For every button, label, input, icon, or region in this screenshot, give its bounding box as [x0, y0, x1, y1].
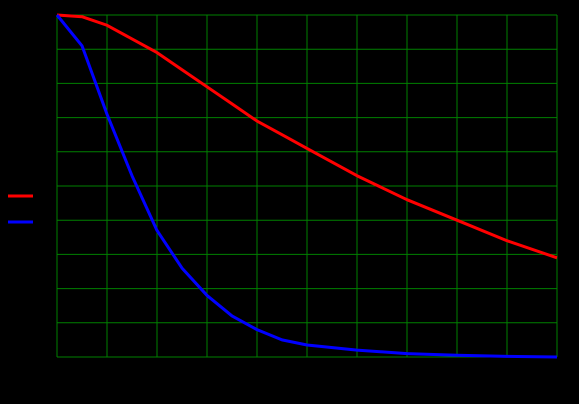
line-series — [56, 13, 558, 260]
line-series — [55, 14, 558, 359]
